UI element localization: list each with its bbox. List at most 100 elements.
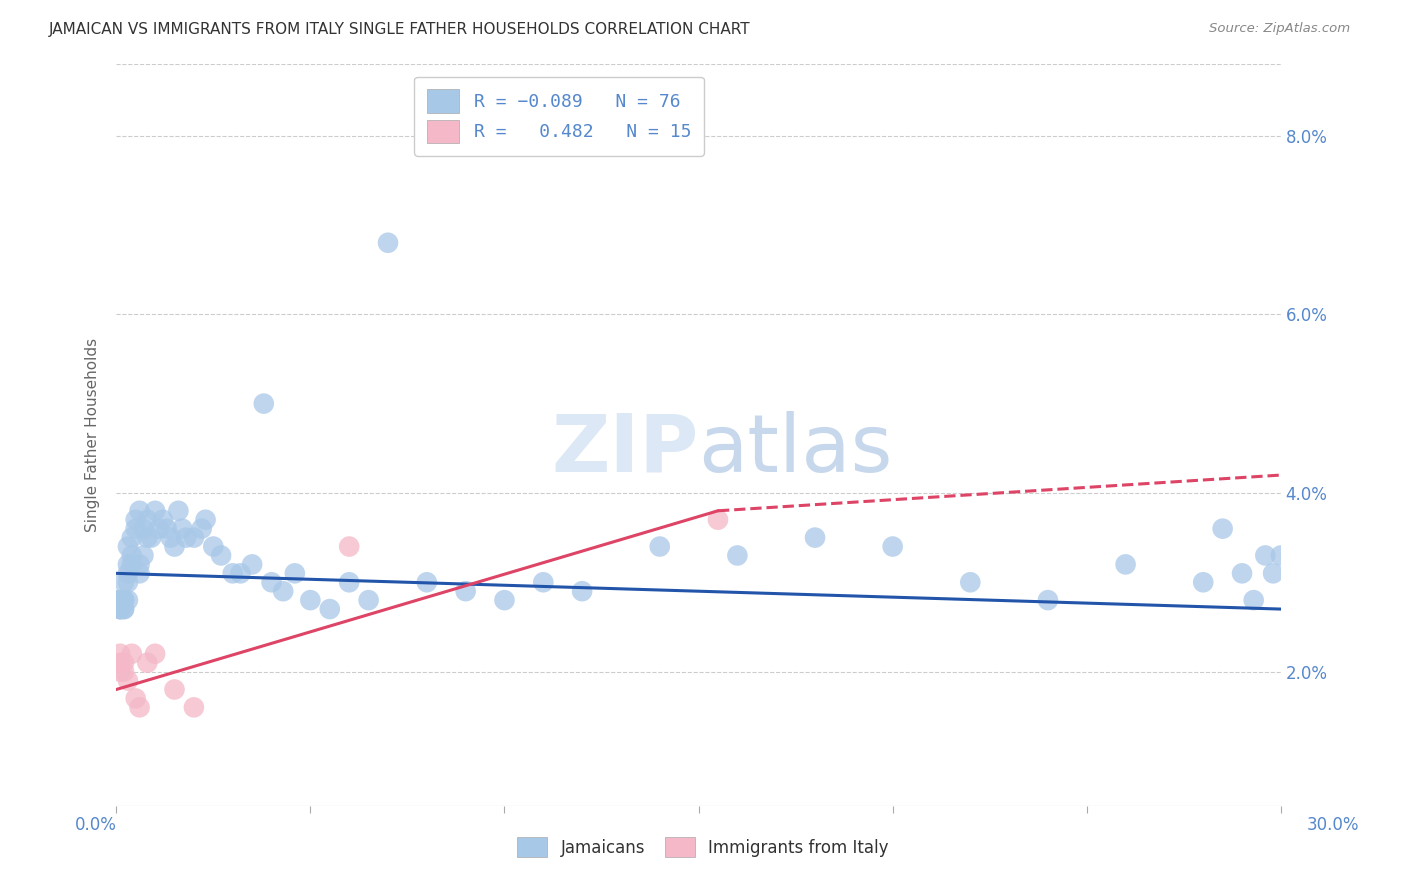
- Jamaicans: [148, 522, 170, 536]
- Jamaicans: [1270, 549, 1292, 563]
- Jamaicans: [117, 593, 139, 607]
- Jamaicans: [494, 593, 516, 607]
- Jamaicans: [112, 602, 135, 616]
- Legend: Jamaicans, Immigrants from Italy: Jamaicans, Immigrants from Italy: [509, 829, 897, 866]
- Jamaicans: [136, 513, 159, 527]
- Jamaicans: [108, 602, 131, 616]
- Text: JAMAICAN VS IMMIGRANTS FROM ITALY SINGLE FATHER HOUSEHOLDS CORRELATION CHART: JAMAICAN VS IMMIGRANTS FROM ITALY SINGLE…: [49, 22, 751, 37]
- Jamaicans: [222, 566, 245, 581]
- Immigrants from Italy: [117, 673, 139, 688]
- Jamaicans: [156, 522, 179, 536]
- Jamaicans: [136, 531, 159, 545]
- Jamaicans: [190, 522, 212, 536]
- Jamaicans: [117, 575, 139, 590]
- Jamaicans: [125, 522, 148, 536]
- Immigrants from Italy: [121, 647, 143, 661]
- Immigrants from Italy: [108, 647, 131, 661]
- Jamaicans: [112, 575, 135, 590]
- Jamaicans: [108, 593, 131, 607]
- Jamaicans: [319, 602, 342, 616]
- Jamaicans: [112, 593, 135, 607]
- Jamaicans: [1192, 575, 1215, 590]
- Immigrants from Italy: [125, 691, 148, 706]
- Jamaicans: [1230, 566, 1253, 581]
- Jamaicans: [117, 540, 139, 554]
- Text: 0.0%: 0.0%: [75, 816, 117, 834]
- Jamaicans: [357, 593, 380, 607]
- Immigrants from Italy: [108, 656, 131, 670]
- Jamaicans: [108, 593, 131, 607]
- Jamaicans: [804, 531, 827, 545]
- Jamaicans: [209, 549, 232, 563]
- Jamaicans: [377, 235, 399, 250]
- Jamaicans: [167, 504, 190, 518]
- Jamaicans: [108, 602, 131, 616]
- Jamaicans: [108, 593, 131, 607]
- Jamaicans: [112, 602, 135, 616]
- Jamaicans: [284, 566, 307, 581]
- Text: atlas: atlas: [699, 410, 893, 489]
- Immigrants from Italy: [163, 682, 186, 697]
- Jamaicans: [108, 602, 131, 616]
- Jamaicans: [132, 549, 155, 563]
- Jamaicans: [1115, 558, 1137, 572]
- Immigrants from Italy: [112, 656, 135, 670]
- Jamaicans: [121, 549, 143, 563]
- Text: 30.0%: 30.0%: [1306, 816, 1360, 834]
- Jamaicans: [1212, 522, 1234, 536]
- Immigrants from Italy: [112, 665, 135, 679]
- Jamaicans: [531, 575, 554, 590]
- Jamaicans: [174, 531, 197, 545]
- Jamaicans: [271, 584, 294, 599]
- Jamaicans: [152, 513, 174, 527]
- Jamaicans: [229, 566, 252, 581]
- Y-axis label: Single Father Households: Single Father Households: [86, 338, 100, 532]
- Jamaicans: [260, 575, 283, 590]
- Jamaicans: [299, 593, 322, 607]
- Legend: R = −0.089   N = 76, R =   0.482   N = 15: R = −0.089 N = 76, R = 0.482 N = 15: [413, 77, 703, 156]
- Jamaicans: [1036, 593, 1059, 607]
- Jamaicans: [143, 504, 166, 518]
- Jamaicans: [121, 531, 143, 545]
- Jamaicans: [132, 522, 155, 536]
- Jamaicans: [1261, 566, 1284, 581]
- Immigrants from Italy: [143, 647, 166, 661]
- Jamaicans: [725, 549, 748, 563]
- Jamaicans: [163, 540, 186, 554]
- Jamaicans: [112, 593, 135, 607]
- Text: ZIP: ZIP: [551, 410, 699, 489]
- Jamaicans: [172, 522, 194, 536]
- Jamaicans: [183, 531, 205, 545]
- Immigrants from Italy: [136, 656, 159, 670]
- Jamaicans: [128, 558, 150, 572]
- Jamaicans: [253, 396, 276, 410]
- Immigrants from Italy: [707, 513, 730, 527]
- Jamaicans: [141, 531, 163, 545]
- Immigrants from Italy: [128, 700, 150, 714]
- Jamaicans: [117, 566, 139, 581]
- Jamaicans: [648, 540, 671, 554]
- Jamaicans: [121, 558, 143, 572]
- Jamaicans: [128, 566, 150, 581]
- Text: Source: ZipAtlas.com: Source: ZipAtlas.com: [1209, 22, 1350, 36]
- Jamaicans: [571, 584, 593, 599]
- Jamaicans: [1254, 549, 1277, 563]
- Jamaicans: [416, 575, 439, 590]
- Jamaicans: [337, 575, 360, 590]
- Jamaicans: [959, 575, 981, 590]
- Jamaicans: [159, 531, 181, 545]
- Immigrants from Italy: [337, 540, 360, 554]
- Jamaicans: [125, 513, 148, 527]
- Jamaicans: [882, 540, 904, 554]
- Jamaicans: [202, 540, 225, 554]
- Jamaicans: [454, 584, 477, 599]
- Jamaicans: [117, 558, 139, 572]
- Jamaicans: [128, 504, 150, 518]
- Immigrants from Italy: [108, 665, 131, 679]
- Immigrants from Italy: [183, 700, 205, 714]
- Jamaicans: [194, 513, 217, 527]
- Jamaicans: [1243, 593, 1265, 607]
- Jamaicans: [112, 593, 135, 607]
- Jamaicans: [108, 593, 131, 607]
- Jamaicans: [240, 558, 263, 572]
